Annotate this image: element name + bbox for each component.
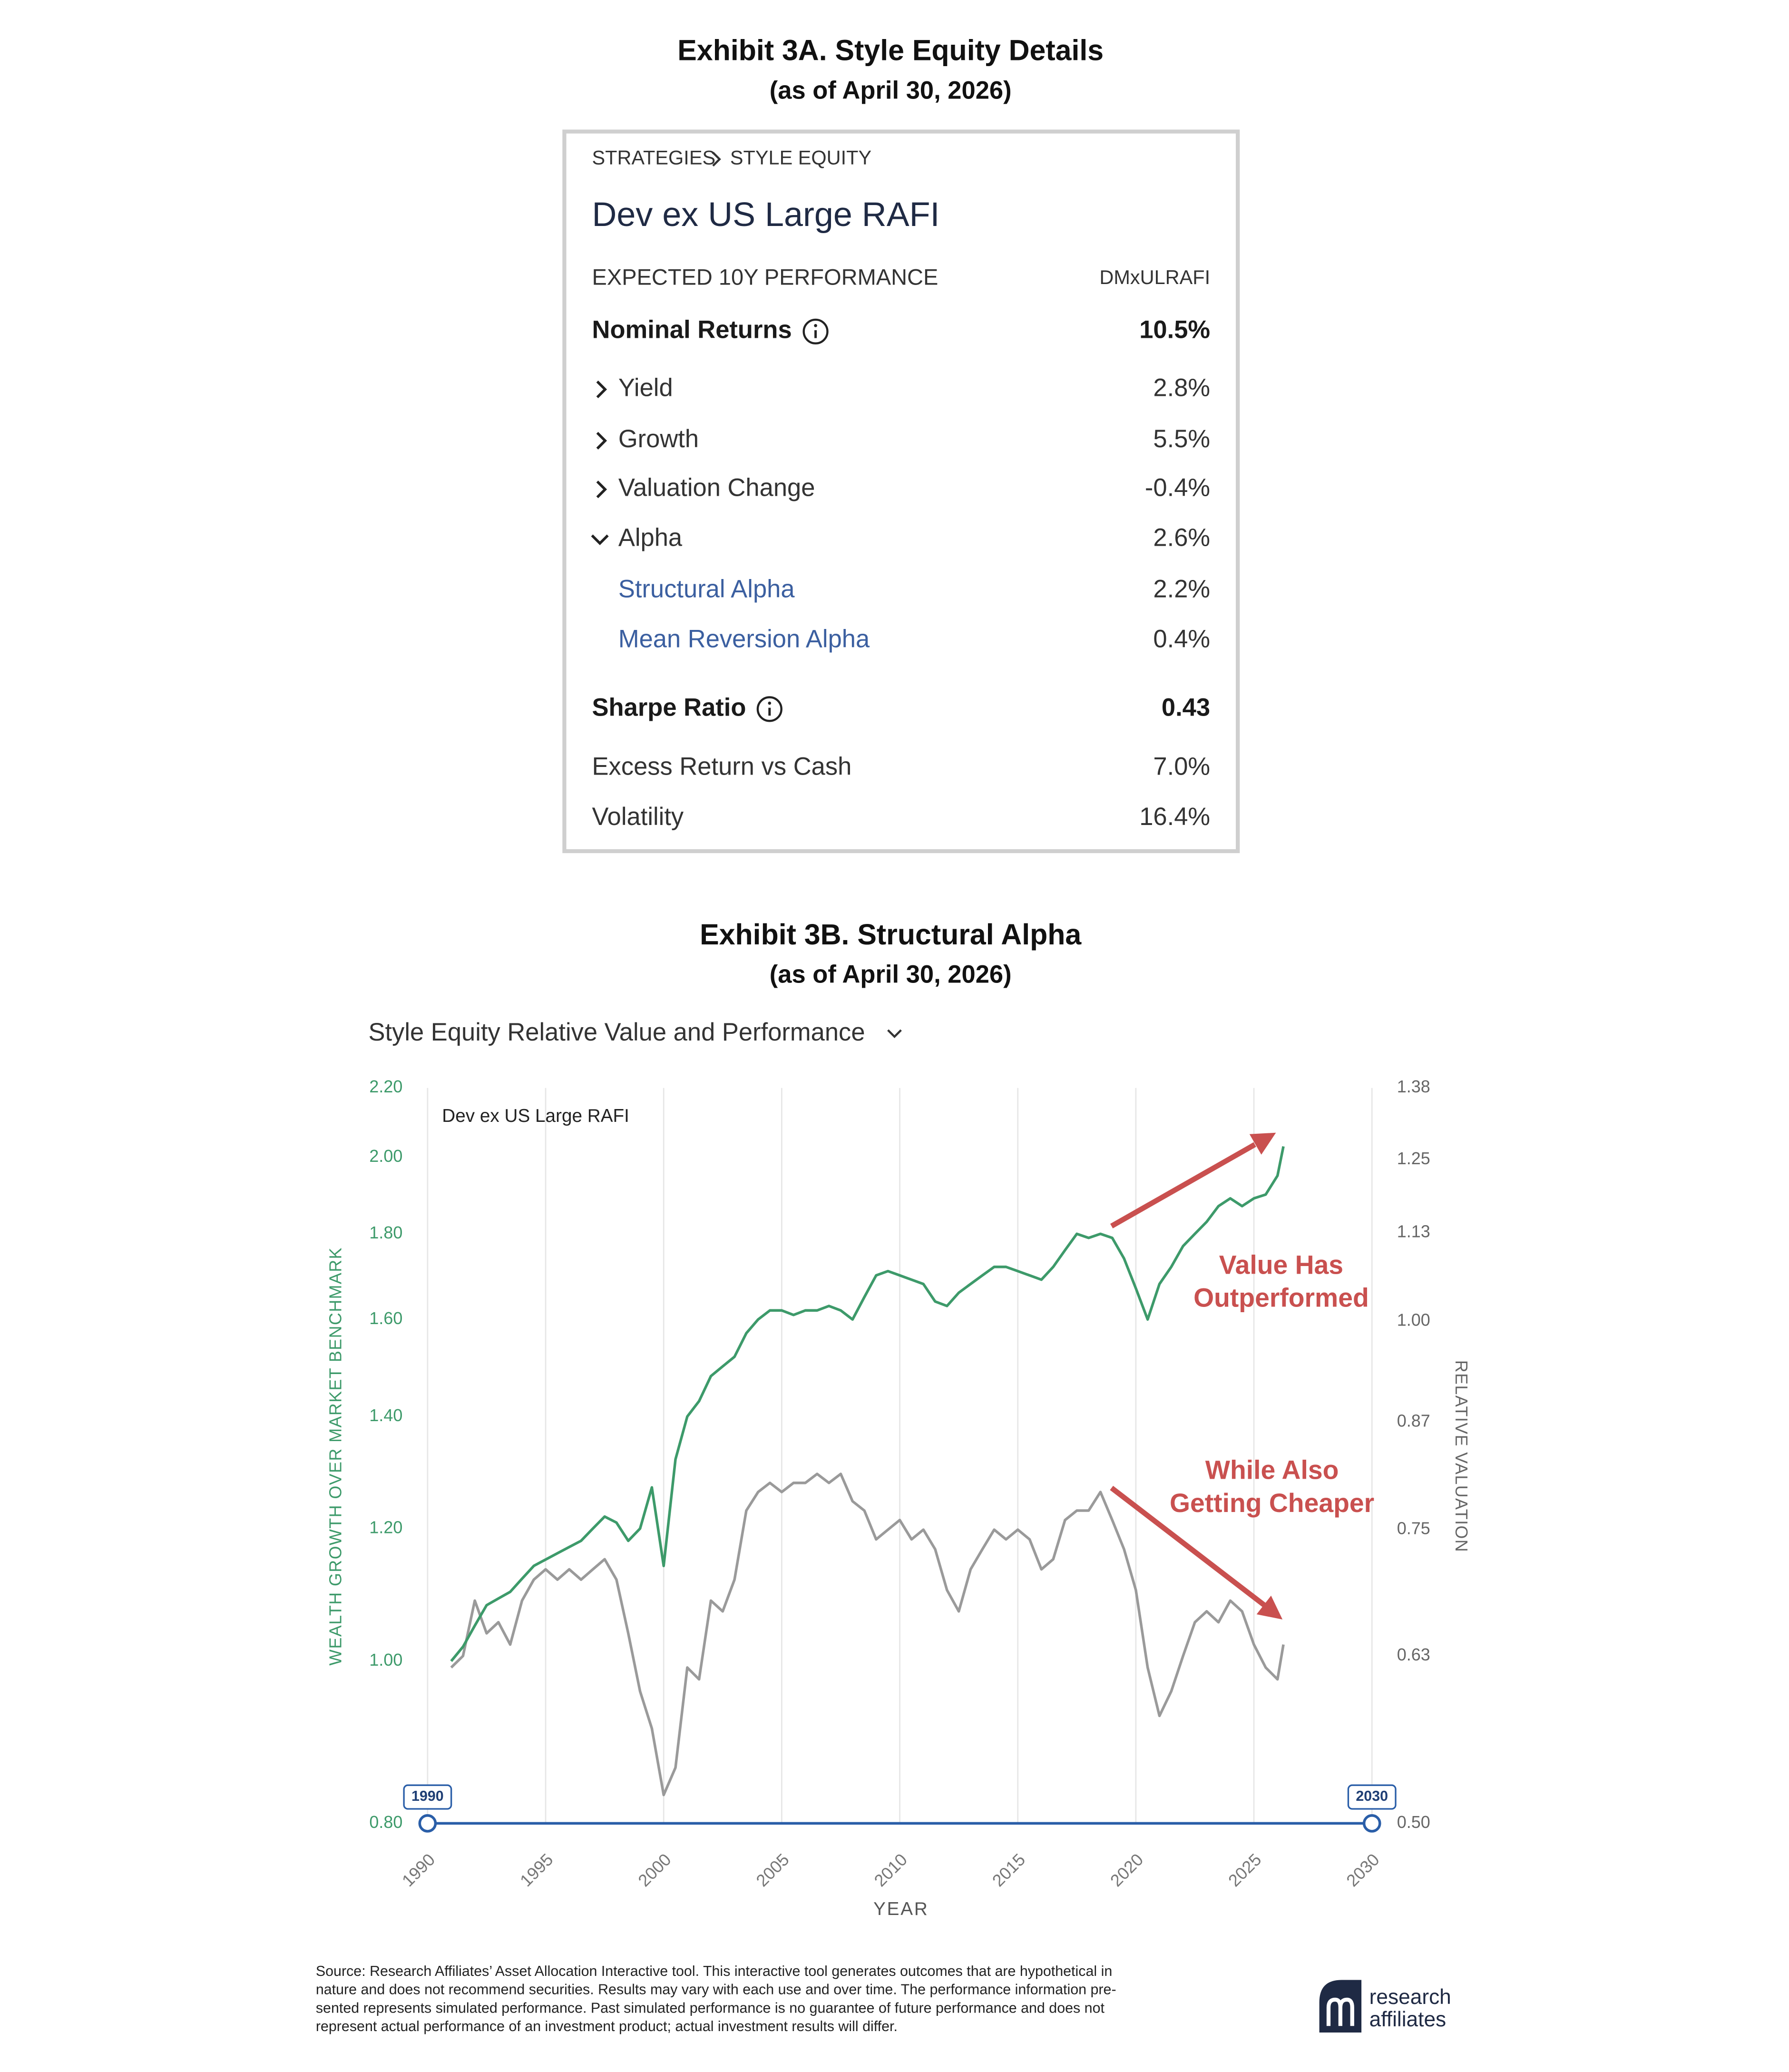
y-tick-label: 1.00	[369, 1650, 402, 1669]
annotation-text: Getting Cheaper	[1170, 1488, 1374, 1518]
x-tick-label: 1990	[398, 1850, 439, 1891]
y-tick-label: 2.20	[369, 1077, 402, 1096]
table-header: EXPECTED 10Y PERFORMANCE	[592, 265, 938, 290]
source-note: Source: Research Affiliates’ Asset Alloc…	[316, 1963, 1112, 1979]
y-tick-label: 1.80	[369, 1223, 402, 1242]
series-line	[450, 1146, 1285, 1662]
row-value: 7.0%	[1153, 753, 1210, 781]
row-label: Mean Reversion Alpha	[618, 625, 870, 653]
row-value: -0.4%	[1145, 473, 1210, 501]
x-tick-label: 2000	[634, 1850, 675, 1891]
x-tick-label: 2030	[1342, 1850, 1383, 1891]
details-card	[562, 129, 1240, 854]
annotation-arrow	[1110, 1142, 1256, 1228]
x-axis-label: YEAR	[873, 1899, 929, 1919]
x-tick-label: 2010	[870, 1850, 911, 1891]
info-icon-dot	[768, 701, 772, 705]
y2-tick-label: 1.38	[1397, 1077, 1430, 1096]
series-line	[450, 1473, 1285, 1797]
chart-title[interactable]: Style Equity Relative Value and Performa…	[368, 1018, 865, 1046]
range-label-box	[1347, 1784, 1397, 1810]
row-value: 10.5%	[1139, 316, 1210, 344]
collapse-chevron[interactable]	[591, 534, 609, 545]
annotation-text: Outperformed	[1193, 1283, 1369, 1313]
annotation-text: While Also	[1205, 1455, 1339, 1485]
y-tick-label: 1.60	[369, 1308, 402, 1328]
x-tick-label: 2015	[988, 1850, 1029, 1891]
row-label[interactable]: Growth	[618, 425, 699, 453]
y-tick-label: 0.80	[369, 1812, 402, 1832]
row-label: Volatility	[592, 803, 684, 831]
expand-chevron[interactable]	[596, 380, 607, 399]
expand-chevron[interactable]	[596, 481, 607, 499]
y-tick-label: 1.20	[369, 1517, 402, 1537]
y2-tick-label: 0.87	[1397, 1411, 1430, 1431]
exhibit-subtitle: (as of April 30, 2026)	[770, 76, 1012, 104]
fund-name: Dev ex US Large RAFI	[592, 196, 940, 234]
row-value: 2.2%	[1153, 575, 1210, 603]
x-tick-label: 1995	[516, 1850, 557, 1891]
row-label: Nominal Returns	[592, 316, 792, 344]
x-tick-label: 2005	[752, 1850, 793, 1891]
y-tick-label: 1.40	[369, 1405, 402, 1425]
info-icon[interactable]	[802, 318, 829, 344]
y2-tick-label: 0.63	[1397, 1645, 1430, 1664]
breadcrumb-item[interactable]: STRATEGIES	[592, 147, 716, 169]
panel-label: Dev ex US Large RAFI	[442, 1106, 629, 1126]
y2-tick-label: 1.13	[1397, 1222, 1430, 1241]
y2-tick-label: 0.50	[1397, 1812, 1430, 1832]
row-value: 5.5%	[1153, 425, 1210, 453]
y2-tick-label: 1.00	[1397, 1310, 1430, 1330]
dropdown-chevron[interactable]	[887, 1029, 902, 1039]
row-label: Structural Alpha	[618, 575, 795, 603]
row-value: 0.43	[1162, 693, 1210, 721]
y2-tick-label: 1.25	[1397, 1149, 1430, 1168]
info-icon-dot	[814, 324, 817, 327]
exhibit-title: Exhibit 3B. Structural Alpha	[700, 918, 1082, 951]
source-note: nature and does not recommend securities…	[316, 1982, 1116, 1998]
annotation-arrowhead	[1249, 1132, 1276, 1155]
logo-glyph	[1326, 1997, 1354, 2026]
x-tick-label: 2025	[1224, 1850, 1265, 1891]
y-tick-label: 2.00	[369, 1146, 402, 1166]
footer: Source: Research Affiliates’ Asset Alloc…	[316, 1963, 1116, 2034]
source-note: sented represents simulated performance.…	[316, 2000, 1105, 2016]
annotation-text: Value Has	[1219, 1250, 1343, 1279]
range-handle[interactable]	[1362, 1814, 1381, 1833]
breadcrumb-separator	[712, 152, 721, 167]
row-value: 2.6%	[1153, 524, 1210, 552]
exhibit-title: Exhibit 3A. Style Equity Details	[677, 34, 1104, 67]
expand-chevron[interactable]	[596, 432, 607, 450]
row-value: 0.4%	[1153, 625, 1210, 653]
annotation-arrow	[1110, 1485, 1266, 1607]
logo-text: affiliates	[1369, 2008, 1446, 2031]
logo-text: research	[1369, 1985, 1451, 2009]
row-label: Sharpe Ratio	[592, 693, 746, 721]
y-axis-label: WEALTH GROWTH OVER MARKET BENCHMARK	[326, 1247, 345, 1666]
x-tick-label: 2020	[1106, 1850, 1147, 1891]
annotation-arrowhead	[1256, 1595, 1283, 1620]
breadcrumb-item[interactable]: STYLE EQUITY	[730, 147, 871, 169]
range-label: 2030	[1356, 1788, 1388, 1804]
range-handle[interactable]	[418, 1814, 437, 1833]
row-label[interactable]: Valuation Change	[618, 473, 815, 501]
plot: 1990 1995 2000 2005 2010 2015 2020 2025 2030 0.80…	[369, 1077, 1430, 1890]
source-note: represent actual performance of an inves…	[316, 2018, 898, 2034]
table-header: DMxULRAFI	[1099, 266, 1210, 288]
y2-axis-label: RELATIVE VALUATION	[1452, 1360, 1471, 1552]
y2-tick-label: 0.75	[1397, 1519, 1430, 1538]
row-label[interactable]: Alpha	[618, 524, 683, 552]
range-label: 1990	[411, 1788, 444, 1804]
exhibit-subtitle: (as of April 30, 2026)	[770, 961, 1012, 989]
row-value: 2.8%	[1153, 373, 1210, 402]
info-icon[interactable]	[756, 696, 782, 722]
row-value: 16.4%	[1139, 803, 1210, 831]
performance-rows: Nominal Returns 10.5% Yield 2.8% Growth 5.5% V…	[591, 316, 1210, 831]
range-label-box	[403, 1784, 452, 1810]
row-label[interactable]: Yield	[618, 373, 673, 402]
row-label: Excess Return vs Cash	[592, 753, 852, 781]
